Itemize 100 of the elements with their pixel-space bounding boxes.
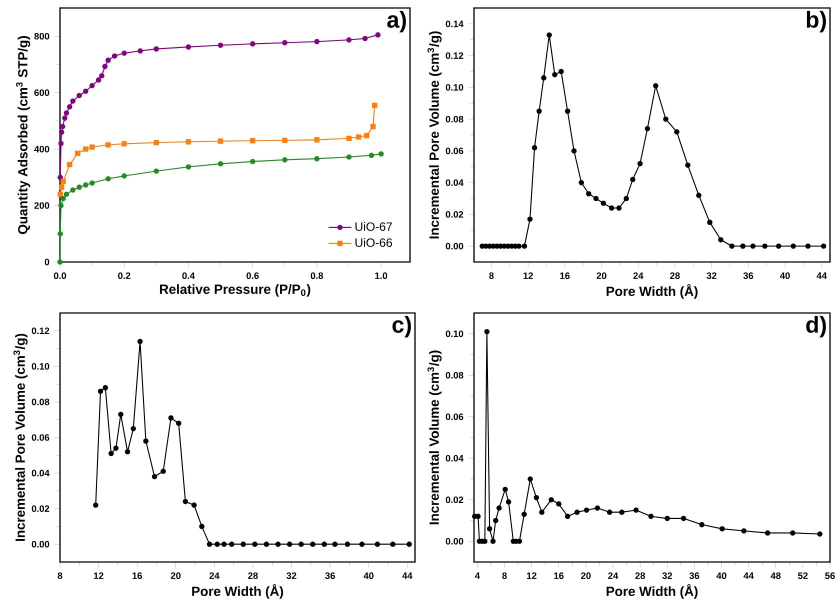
point <box>374 542 380 547</box>
point <box>298 542 304 547</box>
point <box>176 420 182 426</box>
y-tick-label: 0.04 <box>32 470 50 476</box>
point <box>606 510 612 515</box>
point <box>637 160 643 166</box>
point <box>762 243 768 249</box>
x-axis-title: Relative Pressure (P/P$_{0}$) <box>160 284 310 297</box>
x-tick-label: 20 <box>581 572 591 580</box>
point <box>619 510 624 515</box>
y-tick-label: 600 <box>34 89 50 96</box>
point <box>143 438 149 444</box>
x-tick-label: 44 <box>744 572 754 579</box>
x-tick-label: 24 <box>608 572 618 579</box>
y-tick-label: 0.00 <box>446 538 464 545</box>
point <box>113 446 119 451</box>
x-axis-title: Pore Width (Å) <box>606 284 698 299</box>
point <box>741 528 747 534</box>
x-tick-label: 44 <box>816 272 827 279</box>
point <box>359 542 365 547</box>
annotation: c) <box>392 316 411 338</box>
y-tick-label: 0.12 <box>32 327 50 334</box>
point <box>539 510 544 515</box>
point <box>696 192 702 198</box>
y-tick-label: 0.02 <box>32 505 50 512</box>
point <box>70 98 76 104</box>
point <box>493 518 498 524</box>
legend-label: UiO-66 <box>355 238 392 247</box>
legend-label: UiO-67 <box>355 222 392 231</box>
y-tick-label: 0.14 <box>446 20 464 28</box>
x-tick-label: 16 <box>560 272 570 279</box>
point <box>168 415 174 421</box>
point <box>250 158 256 164</box>
point <box>58 140 64 146</box>
x-tick-label: 48 <box>770 572 781 580</box>
point <box>282 157 288 163</box>
point <box>199 524 204 530</box>
point <box>130 426 136 432</box>
y-tick-label: 0.12 <box>446 52 464 59</box>
point <box>552 72 558 78</box>
point <box>98 388 104 394</box>
point <box>154 46 159 52</box>
point <box>124 449 130 454</box>
point <box>218 42 224 48</box>
point <box>286 542 292 547</box>
x-tick-label: 36 <box>325 572 335 580</box>
point <box>58 184 64 190</box>
x-tick-label: 40 <box>716 572 726 580</box>
point <box>624 196 629 202</box>
y-tick-label: 0.02 <box>446 211 464 218</box>
point <box>817 531 822 537</box>
point <box>558 68 564 74</box>
y-tick-label: 0.08 <box>32 398 50 406</box>
point <box>484 329 490 334</box>
point <box>122 50 127 56</box>
y-tick-label: 200 <box>34 202 50 209</box>
point <box>229 542 234 547</box>
x-tick-label: 32 <box>286 572 296 580</box>
point <box>490 538 496 544</box>
point <box>93 502 98 508</box>
point <box>729 243 734 249</box>
point <box>99 73 104 78</box>
point <box>644 126 650 132</box>
point <box>264 542 270 547</box>
point <box>571 148 577 154</box>
point <box>699 522 705 528</box>
x-tick-label: 40 <box>780 272 790 279</box>
point <box>790 530 796 536</box>
point <box>548 497 554 502</box>
point <box>83 88 88 94</box>
x-tick-label: 0.2 <box>118 272 130 279</box>
point <box>70 187 76 193</box>
point <box>137 338 143 344</box>
y-tick-label: 800 <box>34 32 50 40</box>
x-tick-label: 0.4 <box>182 272 195 279</box>
x-tick-label: 0.8 <box>310 272 324 279</box>
point <box>532 145 538 150</box>
x-tick-label: 12 <box>524 272 533 279</box>
point <box>608 205 614 211</box>
point <box>108 450 114 456</box>
point <box>406 542 412 547</box>
point <box>186 139 192 144</box>
x-tick-label: 36 <box>743 272 754 280</box>
point <box>102 385 108 390</box>
point <box>96 77 102 83</box>
point <box>57 259 63 265</box>
y-tick-label: 0.06 <box>32 434 50 441</box>
point <box>820 243 826 249</box>
point <box>105 142 111 148</box>
point <box>674 129 680 134</box>
point <box>206 542 212 547</box>
x-tick-label: 28 <box>670 272 680 279</box>
point <box>344 542 350 547</box>
y-tick-label: 0.08 <box>446 116 464 122</box>
y-tick-label: 0 <box>44 258 50 266</box>
point <box>750 243 756 249</box>
x-tick-label: 12 <box>527 572 536 579</box>
x-tick-label: 8 <box>502 572 507 580</box>
point <box>191 502 197 508</box>
point <box>506 499 512 504</box>
